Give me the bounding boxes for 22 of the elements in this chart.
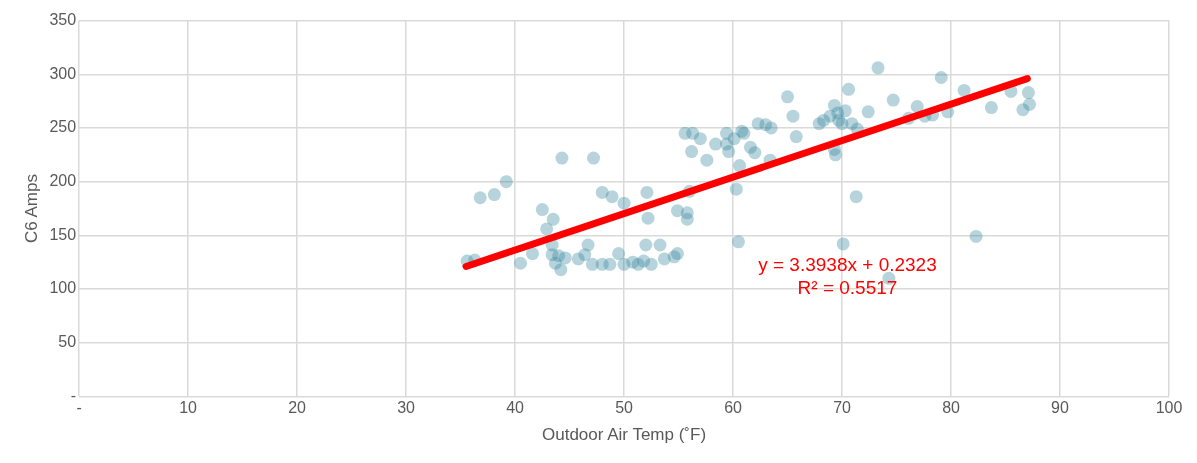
- y-tick-label: 50: [58, 333, 77, 351]
- x-tick-label: 30: [397, 399, 416, 417]
- x-tick-label: 80: [942, 399, 961, 417]
- y-tick-label: 150: [49, 225, 77, 243]
- y-tick-label: 200: [49, 172, 77, 190]
- x-axis-title: Outdoor Air Temp (˚F): [542, 425, 707, 445]
- x-tick-label: 40: [506, 399, 525, 417]
- x-tick-label: 90: [1051, 399, 1070, 417]
- y-tick-label: 350: [49, 11, 77, 29]
- x-tick-label: 50: [615, 399, 634, 417]
- y-tick-label: 250: [49, 118, 77, 136]
- y-tick-label: 300: [49, 64, 77, 82]
- y-tick-label: 100: [49, 279, 77, 297]
- x-tick-label: 20: [288, 399, 307, 417]
- x-tick-label: 100: [1155, 399, 1183, 417]
- y-tick-label: -: [70, 386, 77, 404]
- annotation: y = 3.3938x + 0.2323: [758, 254, 937, 276]
- y-axis-title: C6 Amps: [21, 174, 41, 243]
- x-tick-label: 70: [833, 399, 852, 417]
- annotation: R² = 0.5517: [797, 277, 898, 299]
- x-tick-label: 60: [724, 399, 743, 417]
- x-tick-label: 10: [179, 399, 198, 417]
